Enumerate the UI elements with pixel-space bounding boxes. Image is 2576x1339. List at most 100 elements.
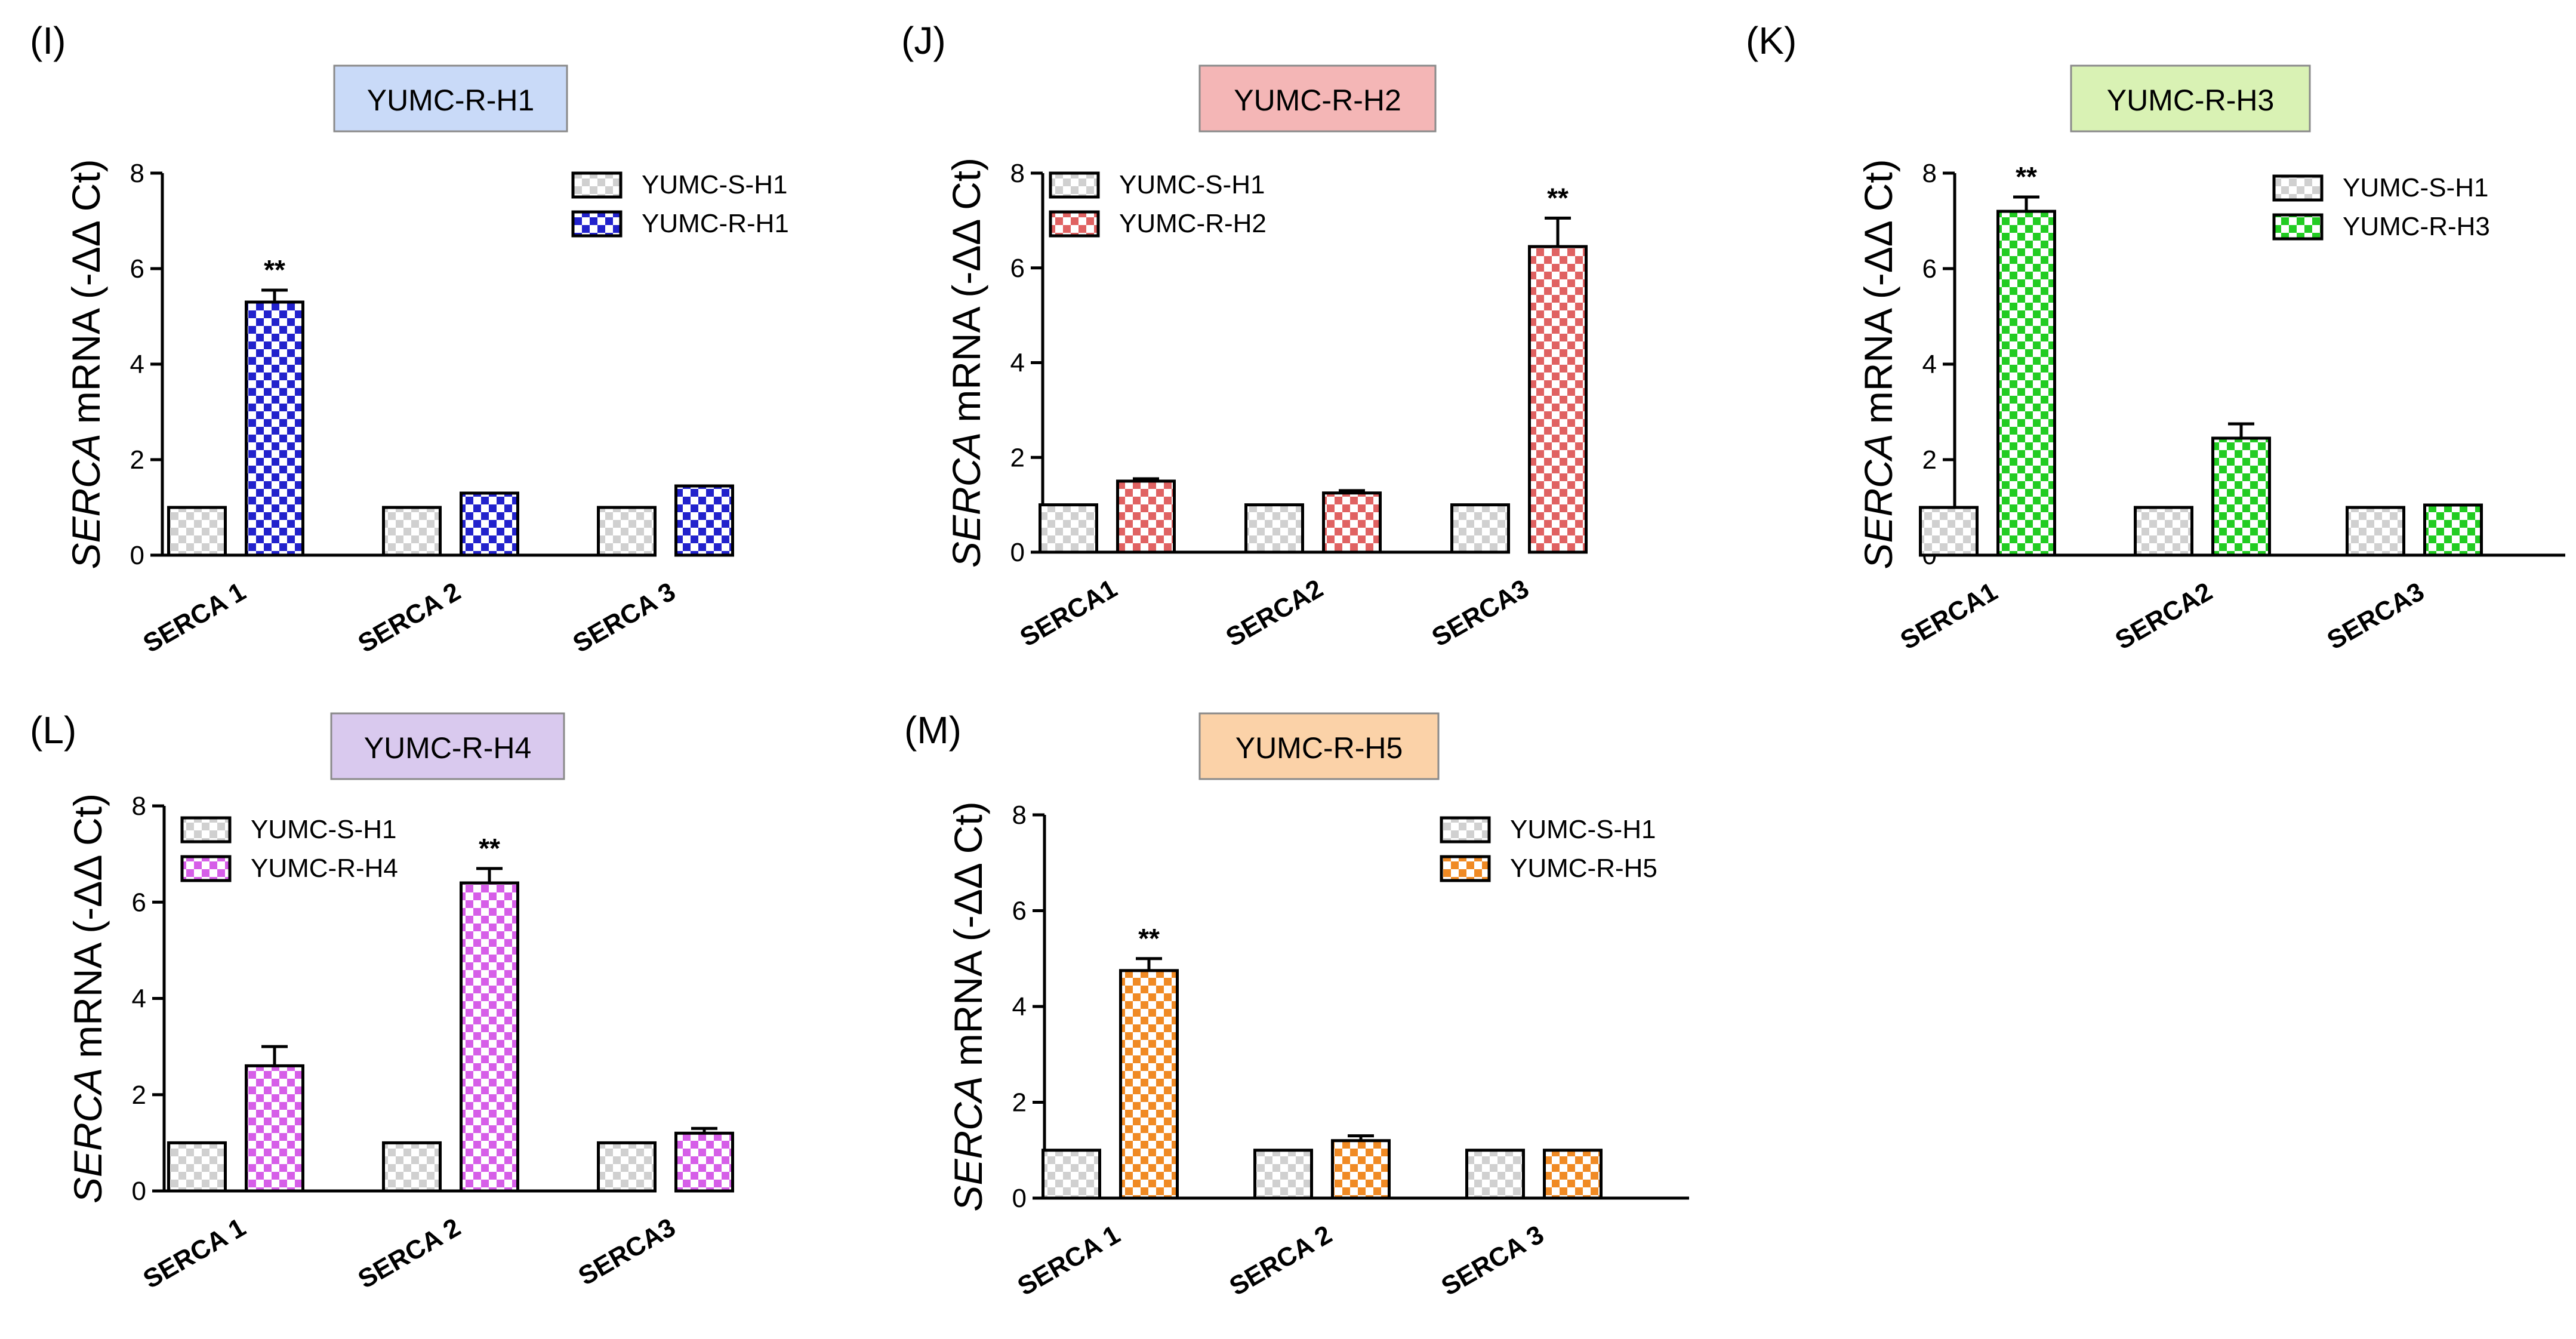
y-tick-label: 4: [1922, 350, 1937, 379]
bar: [1528, 245, 1588, 554]
chart-title-box: [333, 64, 568, 133]
bar: [2134, 506, 2193, 557]
y-tick-label: 8: [130, 159, 144, 188]
legend-swatch: [571, 210, 623, 238]
chart-title: YUMC-R-H2: [1234, 84, 1401, 117]
chart-title: YUMC-R-H5: [1235, 731, 1403, 765]
y-axis-label: SERCA mRNA (-ΔΔ Ct): [946, 801, 990, 1211]
y-tick-label: 4: [1012, 992, 1027, 1021]
y-tick-label: 0: [1012, 1184, 1027, 1213]
y-axis-label-unit: mRNA (-ΔΔ Ct): [66, 793, 110, 1058]
y-tick-label: 6: [132, 888, 146, 917]
bar: [1322, 491, 1382, 554]
y-tick-label: 0: [130, 541, 144, 570]
y-tick-label: 2: [130, 445, 144, 475]
legend-swatch: [2272, 213, 2324, 241]
bar: [167, 506, 227, 557]
chart-title-box: [2070, 64, 2311, 133]
bar: [1244, 503, 1304, 554]
y-axis-label-gene: SERCA: [66, 1058, 110, 1203]
bar: [460, 881, 519, 1193]
y-tick-label: 2: [132, 1081, 146, 1110]
bar: [1919, 506, 1979, 557]
bar: [674, 1131, 734, 1193]
legend-swatch: [1440, 855, 1491, 882]
y-tick-label: 0: [1010, 538, 1025, 567]
panel-label: (J): [901, 19, 946, 62]
significance-marker: **: [1547, 182, 1569, 213]
significance-marker: **: [264, 254, 285, 285]
y-axis-label-unit: mRNA (-ΔΔ Ct): [944, 158, 988, 423]
y-axis-label: SERCA mRNA (-ΔΔ Ct): [64, 159, 108, 569]
bar: [1331, 1139, 1391, 1200]
legend-swatch: [180, 855, 232, 882]
bar: [2346, 506, 2405, 557]
bar: [1450, 503, 1510, 554]
y-axis-label-gene: SERCA: [946, 1066, 990, 1211]
legend-swatch: [1440, 816, 1491, 844]
significance-marker: **: [1138, 923, 1160, 954]
bar: [597, 1141, 657, 1193]
bar: [1996, 210, 2056, 557]
bar: [597, 506, 657, 557]
bar: [1543, 1149, 1603, 1200]
y-tick-label: 6: [1012, 897, 1027, 926]
bar: [245, 1064, 304, 1193]
legend-label: YUMC-R-H1: [642, 209, 789, 238]
y-tick-label: 6: [1010, 254, 1025, 283]
chart-panel: (K)YUMC-R-H302468SERCA mRNA (-ΔΔ Ct)**SE…: [1746, 19, 2565, 655]
chart-title-box: [1198, 64, 1437, 133]
legend-label: YUMC-S-H1: [642, 170, 787, 199]
bar: [460, 491, 519, 557]
y-tick-label: 8: [1010, 159, 1025, 188]
bar: [1116, 479, 1176, 554]
panel-label: (M): [904, 709, 962, 752]
y-tick-label: 2: [1922, 445, 1937, 475]
legend-swatch: [180, 816, 232, 844]
legend-swatch: [2272, 174, 2324, 202]
panel-label: (K): [1746, 19, 1797, 62]
legend-label: YUMC-S-H1: [1119, 170, 1265, 199]
legend-label: YUMC-S-H1: [1510, 815, 1656, 844]
chart-title-box: [1198, 712, 1440, 780]
chart-title: YUMC-R-H3: [2107, 84, 2275, 117]
bar: [1042, 1149, 1101, 1200]
bar: [382, 1141, 442, 1193]
chart-title: YUMC-R-H4: [364, 731, 532, 765]
y-tick-label: 8: [1922, 159, 1937, 188]
chart-title: YUMC-R-H1: [367, 84, 535, 117]
bar: [1039, 503, 1098, 554]
bar: [167, 1141, 227, 1193]
bar: [382, 506, 442, 557]
legend-label: YUMC-S-H1: [251, 815, 396, 844]
y-axis-label-unit: mRNA (-ΔΔ Ct): [1856, 159, 1900, 424]
y-axis-label-gene: SERCA: [944, 423, 988, 568]
bar: [1119, 969, 1179, 1200]
y-axis-label: SERCA mRNA (-ΔΔ Ct): [66, 793, 110, 1203]
y-tick-label: 2: [1010, 443, 1025, 472]
bar: [2423, 503, 2483, 557]
significance-marker: **: [2016, 161, 2037, 192]
y-axis-label-gene: SERCA: [1856, 424, 1900, 569]
chart-title-box: [330, 712, 565, 780]
y-tick-label: 4: [132, 984, 146, 1014]
significance-marker: **: [479, 833, 500, 864]
chart-panel: (I) YUMC-R-H1 0 2 4 6 8 SERCA mRNA (-ΔΔ Ct) ** SE…: [30, 19, 789, 658]
y-axis-label-gene: SERCA: [64, 424, 108, 569]
y-tick-label: 6: [1922, 254, 1937, 284]
panel-label: (I): [30, 19, 66, 62]
y-axis-label-unit: mRNA (-ΔΔ Ct): [64, 159, 108, 424]
y-tick-label: 4: [130, 350, 144, 379]
legend-swatch: [1049, 210, 1100, 238]
bar: [245, 300, 304, 557]
y-axis-label: SERCA mRNA (-ΔΔ Ct): [944, 158, 988, 568]
legend-swatch: [571, 171, 623, 199]
bar: [674, 484, 734, 557]
legend-label: YUMC-R-H4: [251, 854, 398, 883]
legend-label: YUMC-R-H2: [1119, 209, 1267, 238]
y-tick-label: 8: [132, 792, 146, 821]
y-tick-label: 4: [1010, 349, 1025, 378]
y-tick-label: 2: [1012, 1088, 1027, 1118]
y-tick-label: 0: [132, 1177, 146, 1206]
